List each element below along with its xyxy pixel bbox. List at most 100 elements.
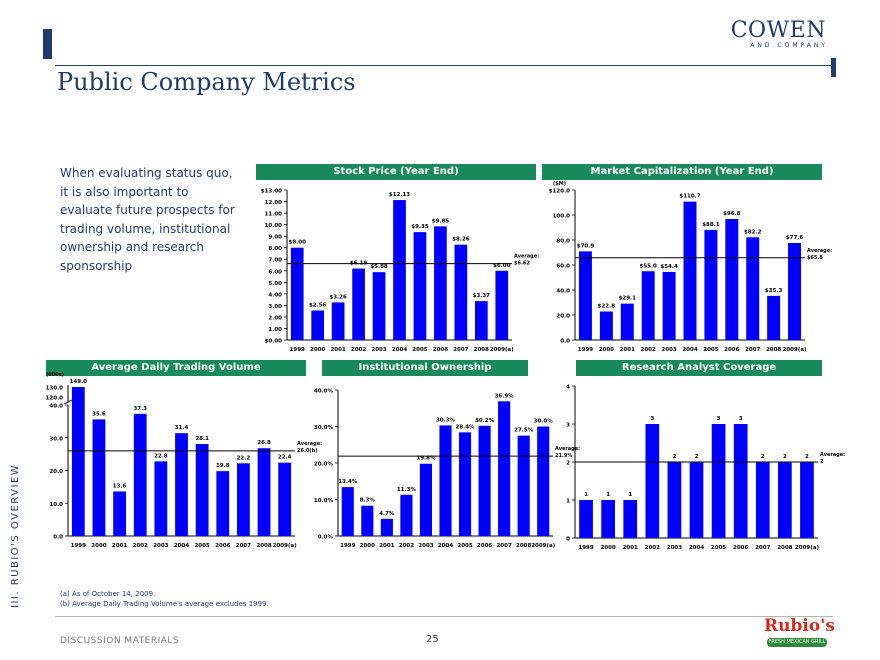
stock-x-tick-label: 2004: [392, 347, 407, 353]
stock-bar: [331, 302, 345, 340]
adtv-data-label: 19.8: [216, 463, 230, 469]
inst-data-label: 13.4%: [338, 479, 358, 485]
mktcap-x-tick-label: 2003: [661, 347, 676, 353]
inst-x-tick-label: 2000: [360, 543, 375, 549]
coverage-data-label: 2: [761, 454, 765, 460]
stock-data-label: $12.13: [389, 192, 410, 198]
adtv-bar: [278, 462, 292, 536]
mktcap-data-label: $22.8: [598, 304, 616, 310]
mktcap-x-tick-label: 2004: [682, 347, 697, 353]
adtv-data-label: 13.6: [113, 483, 127, 489]
mktcap-y-tick-label: 80.0: [556, 239, 570, 245]
stock-bar: [434, 226, 447, 340]
institutional-ownership-chart-title: Institutional Ownership: [322, 360, 528, 376]
header-accent-bar: [43, 29, 52, 59]
stock-x-tick-label: 2006: [433, 347, 448, 353]
mktcap-data-label: $55.0: [639, 263, 657, 269]
coverage-y-tick-label: 3: [566, 423, 570, 429]
mktcap-x-tick-label: 1999: [578, 347, 593, 353]
coverage-x-tick-label: 2003: [667, 545, 682, 551]
cowen-logo-subtitle: AND COMPANY: [750, 42, 828, 49]
inst-x-tick-label: 2002: [399, 543, 414, 549]
coverage-data-label: 3: [739, 416, 743, 422]
adtv-y-break-label: 130.0: [46, 386, 64, 392]
mktcap-bar: [725, 219, 739, 340]
stock-price-chart-title: Stock Price (Year End): [256, 164, 536, 180]
adtv-y-tick-label: 20.0: [49, 469, 63, 475]
stock-y-tick-label: $13.00: [261, 189, 282, 195]
inst-average-label: Average:: [555, 446, 580, 452]
header-accent-bar-right: [831, 58, 836, 77]
footer-discussion-label: DISCUSSION MATERIALS: [60, 636, 180, 646]
coverage-data-label: 2: [783, 454, 787, 460]
stock-y-tick-label: 8.00: [268, 246, 282, 252]
analyst-coverage-chart-title: Research Analyst Coverage: [576, 360, 822, 376]
coverage-average-label: Average:: [820, 452, 845, 458]
inst-x-tick-label: 1999: [340, 543, 355, 549]
adtv-bar: [175, 433, 188, 536]
adtv-average-label: Average:: [297, 441, 322, 447]
mktcap-x-tick-label: 2000: [599, 347, 614, 353]
coverage-x-tick-label: 2005: [711, 545, 726, 551]
inst-data-label: 27.5%: [514, 428, 534, 434]
inst-data-label: 4.7%: [379, 511, 395, 517]
inst-data-label: 28.4%: [455, 424, 475, 430]
mktcap-data-label: $77.6: [786, 235, 804, 241]
adtv-bar: [216, 471, 230, 536]
mktcap-average-value: $65.8: [807, 255, 823, 261]
mktcap-bar: [620, 303, 634, 340]
stock-y-tick-label: 7.00: [268, 258, 282, 264]
stock-y-tick-label: 5.00: [268, 281, 282, 287]
mktcap-average-label: Average:: [807, 248, 832, 254]
stock-data-label: $9.35: [411, 224, 429, 230]
stock-average-value: $6.62: [514, 261, 530, 267]
inst-bar: [537, 426, 550, 536]
stock-bar: [474, 301, 488, 340]
inst-bar: [400, 494, 413, 536]
adtv-data-label: 149.0: [70, 379, 88, 385]
adtv-y-tick-label: 40.0: [49, 404, 63, 410]
adtv-x-tick-label: 2005: [194, 543, 209, 549]
inst-bar: [419, 463, 433, 536]
coverage-y-tick-label: 1: [566, 499, 570, 505]
footer-divider: [55, 616, 833, 617]
mktcap-bar: [746, 237, 760, 340]
stock-bar: [372, 272, 386, 340]
adtv-bar: [133, 413, 147, 536]
mktcap-x-tick-label: 2005: [703, 347, 718, 353]
mktcap-data-label: $82.2: [744, 229, 762, 235]
stock-x-tick-label: 2007: [453, 347, 468, 353]
inst-data-label: 8.3%: [360, 498, 376, 504]
stock-y-tick-label: $0.00: [265, 339, 283, 345]
inst-x-tick-label: 2008: [516, 543, 531, 549]
rubios-logo: Rubio's FRESH MEXICAN GRILL: [762, 616, 835, 652]
coverage-x-tick-label: 2009(a): [795, 545, 820, 551]
stock-x-tick-label: 2003: [371, 347, 386, 353]
stock-y-tick-label: 1.00: [268, 327, 282, 333]
coverage-x-tick-label: 2002: [645, 545, 660, 551]
stock-y-tick-label: 4.00: [268, 292, 282, 298]
inst-average-value: 21.9%: [555, 453, 572, 459]
mktcap-y-tick-label: 20.0: [556, 314, 570, 320]
inst-x-tick-label: 2007: [496, 543, 511, 549]
adtv-x-tick-label: 2001: [112, 543, 127, 549]
adtv-x-tick-label: 1999: [71, 543, 86, 549]
coverage-bar: [601, 500, 615, 538]
coverage-x-tick-label: 2004: [689, 545, 704, 551]
stock-data-label: $8.26: [452, 237, 470, 243]
adtv-data-label: 28.1: [195, 436, 209, 442]
inst-bar: [439, 425, 452, 536]
stock-data-label: $3.26: [329, 294, 347, 300]
mktcap-x-tick-label: 2006: [724, 347, 739, 353]
coverage-x-tick-label: 2001: [623, 545, 638, 551]
coverage-data-label: 1: [628, 492, 632, 498]
stock-bar: [393, 200, 406, 340]
adtv-average-value: 26.0(b): [297, 448, 318, 454]
coverage-bar: [667, 462, 682, 538]
mktcap-x-tick-label: 2008: [766, 347, 781, 353]
inst-data-label: 30.2%: [475, 418, 495, 424]
stock-y-tick-label: 9.00: [268, 235, 282, 241]
coverage-data-label: 3: [717, 416, 721, 422]
adtv-data-label: 22.2: [237, 455, 251, 461]
